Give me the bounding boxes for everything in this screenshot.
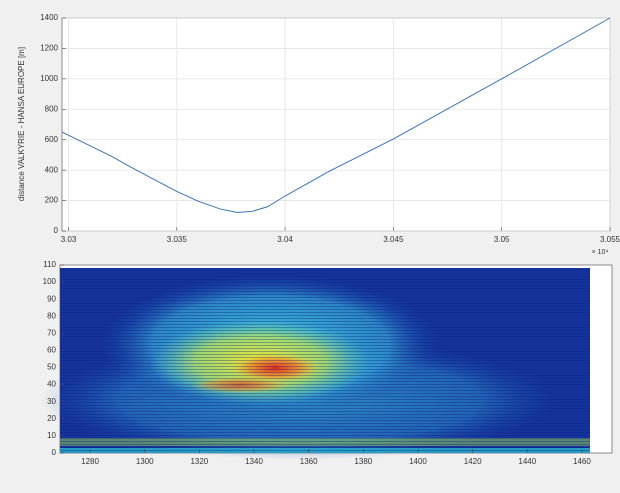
y-tick-label: 200 <box>45 196 59 205</box>
y-tick-label: 110 <box>43 260 56 269</box>
top-axes <box>61 17 611 232</box>
x-tick-label: 3.035 <box>167 235 188 244</box>
x-tick-label: 1300 <box>136 457 154 466</box>
y-tick-label: 400 <box>45 165 59 174</box>
x-tick-label: 1340 <box>245 457 263 466</box>
x-tick-label: 1280 <box>81 457 99 466</box>
x-exponent-label: × 10⁴ <box>592 249 609 256</box>
y-tick-label: 0 <box>54 226 59 235</box>
y-tick-label: 50 <box>47 363 56 372</box>
x-tick-label: 3.05 <box>494 235 510 244</box>
y-tick-label: 10 <box>47 431 56 440</box>
line-series <box>61 17 611 213</box>
heatmap-image <box>40 268 590 460</box>
x-tick-label: 1380 <box>354 457 372 466</box>
y-tick-label: 20 <box>47 414 56 423</box>
y-tick-label: 600 <box>45 135 59 144</box>
y-tick-label: 0 <box>52 448 57 457</box>
x-tick-label: 1440 <box>518 457 536 466</box>
x-tick-label: 1400 <box>409 457 427 466</box>
y-tick-label: 60 <box>47 346 56 355</box>
y-tick-label: 30 <box>47 397 56 406</box>
y-tick-label: 1200 <box>40 44 58 53</box>
y-tick-label: 1400 <box>40 13 58 22</box>
y-axis-label: distance VALKYRIE - HANSA EUROPE [m] <box>17 47 26 201</box>
y-tick-label: 90 <box>47 294 56 303</box>
x-tick-label: 3.03 <box>61 235 77 244</box>
x-tick-label: 3.045 <box>383 235 404 244</box>
x-tick-label: 1460 <box>573 457 591 466</box>
y-tick-label: 1000 <box>40 74 58 83</box>
x-tick-label: 1360 <box>300 457 318 466</box>
x-tick-label: 1420 <box>464 457 482 466</box>
y-tick-label: 100 <box>43 277 57 286</box>
x-tick-label: 3.055 <box>600 235 620 244</box>
y-tick-label: 800 <box>45 104 59 113</box>
y-tick-label: 70 <box>47 328 56 337</box>
y-tick-label: 80 <box>47 311 56 320</box>
y-tick-label: 40 <box>47 380 56 389</box>
x-tick-label: 1320 <box>190 457 208 466</box>
x-tick-label: 3.04 <box>277 235 293 244</box>
